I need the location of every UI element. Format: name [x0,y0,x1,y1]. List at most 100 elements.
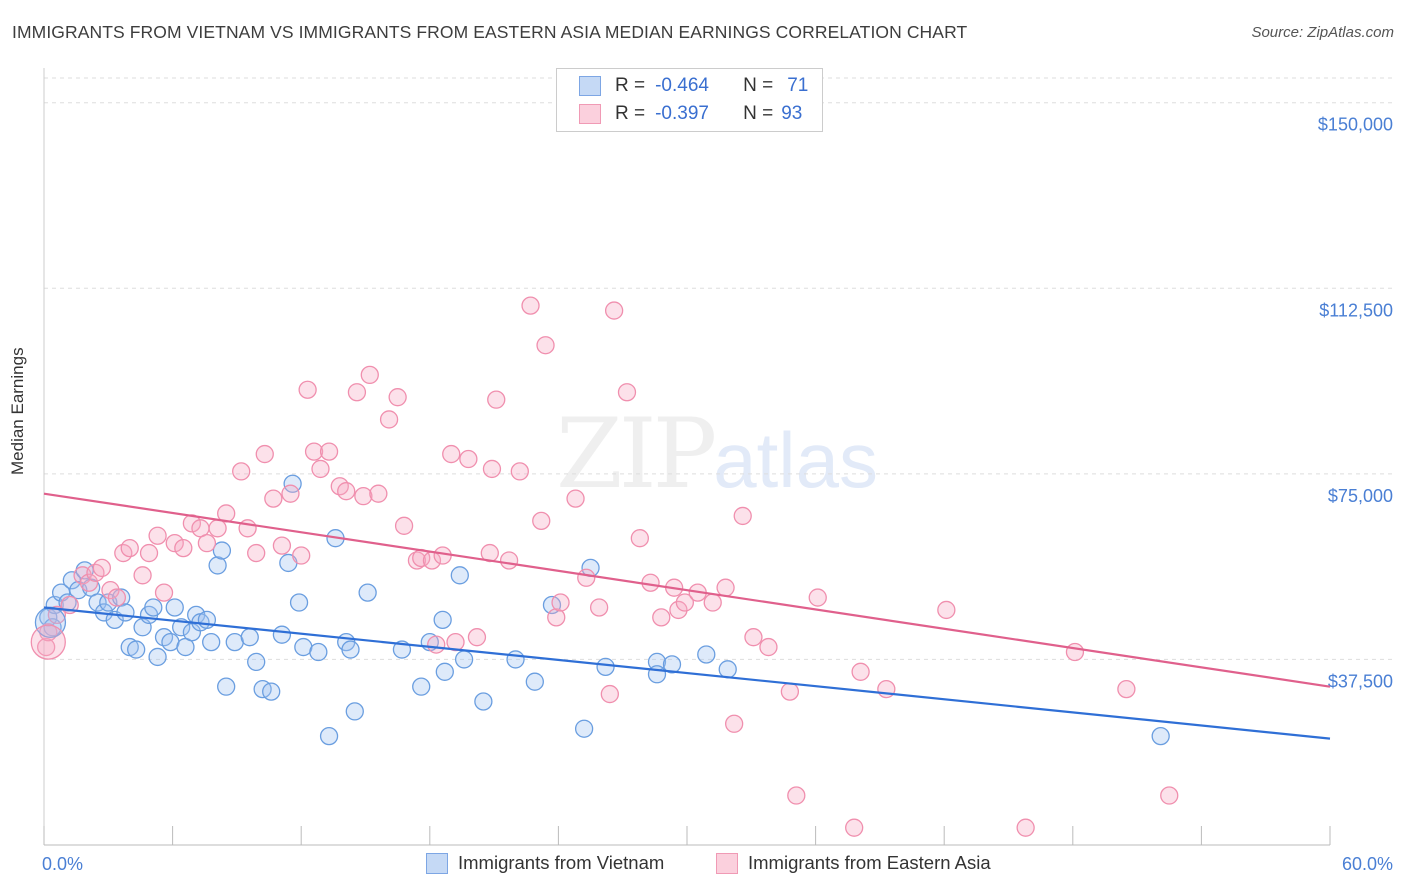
data-point-vietnam [172,618,191,637]
legend-swatch-vietnam [579,76,601,96]
trend-line-eastern-asia [43,492,1331,688]
data-point-eastern-asia [744,628,763,647]
data-point-eastern-asia [36,637,56,657]
chart-title: IMMIGRANTS FROM VIETNAM VS IMMIGRANTS FR… [12,22,968,42]
data-point-eastern-asia [281,484,300,503]
y-tick-label: $112,500 [1319,300,1393,320]
data-point-eastern-asia [442,444,461,464]
data-point-eastern-asia [459,449,478,469]
data-point-vietnam [116,603,135,622]
data-point-vietnam [165,598,184,617]
data-point-vietnam [88,593,107,612]
data-point-eastern-asia [759,637,778,657]
bottom-legend-eastern-asia: Immigrants from Eastern Asia [716,852,991,874]
legend-n-label: N = [743,103,774,124]
data-point-vietnam [148,647,167,667]
data-point-eastern-asia [319,442,339,461]
data-point-vietnam [127,640,146,659]
data-point-vietnam [202,632,221,652]
data-point-eastern-asia [165,533,184,553]
data-point-eastern-asia [467,628,487,647]
data-point-eastern-asia [30,624,66,660]
data-point-vietnam [345,702,364,721]
data-point-vietnam [217,677,236,696]
bottom-legend-swatch-vietnam [426,852,448,874]
data-point-eastern-asia [669,600,688,620]
data-point-eastern-asia [532,511,551,531]
data-point-vietnam [450,566,469,585]
legend-r-value-vietnam: -0.464 [655,75,709,96]
data-point-eastern-asia [360,365,379,385]
watermark-atlas: atlas [713,416,878,504]
data-point-vietnam [341,640,360,659]
data-point-vietnam [697,645,716,664]
data-point-vietnam [435,662,454,681]
legend-n-value-eastern-asia: 93 [781,103,803,124]
y-tick-label: $75,000 [1328,486,1393,506]
data-point-vietnam [144,598,163,617]
data-point-eastern-asia [247,543,266,563]
data-point-vietnam [662,655,682,674]
data-point-eastern-asia [521,296,540,315]
data-point-eastern-asia [354,486,373,506]
data-point-vietnam [262,682,281,701]
data-point-eastern-asia [311,459,330,479]
data-point-eastern-asia [433,546,452,565]
data-point-eastern-asia [1160,786,1179,805]
data-point-eastern-asia [577,568,596,587]
x-tick-label-max: 60.0% [1342,854,1393,874]
data-point-vietnam [319,726,339,746]
data-point-eastern-asia [148,526,167,545]
data-point-vietnam [433,610,452,629]
data-point-eastern-asia [600,684,619,704]
data-point-vietnam [596,657,615,677]
data-point-eastern-asia [547,608,566,627]
data-point-vietnam [574,719,594,738]
data-point-eastern-asia [733,506,752,526]
data-point-eastern-asia [1016,818,1035,837]
data-point-vietnam [272,625,292,644]
data-point-eastern-asia [154,583,174,602]
data-point-eastern-asia [703,593,722,612]
data-point-eastern-asia [394,516,414,535]
data-point-eastern-asia [174,538,193,558]
data-point-eastern-asia [446,632,465,652]
data-point-eastern-asia [298,380,317,399]
data-point-eastern-asia [79,573,99,592]
data-point-vietnam [58,593,77,612]
data-point-eastern-asia [652,608,671,627]
legend-row-vietnam: R = -0.464 N = 71 [579,73,808,99]
legend-r-label: R = [615,103,646,124]
data-point-vietnam [454,650,474,669]
source-label: Source: ZipAtlas.com [1251,24,1394,41]
data-point-vietnam [358,583,377,602]
data-point-eastern-asia [347,383,367,402]
data-point-vietnam [247,652,266,672]
stats-legend: R = -0.464 N = 71 R = -0.397 N = 93 [556,68,823,132]
data-point-vietnam [208,556,227,575]
bottom-legend-vietnam: Immigrants from Vietnam [426,852,664,874]
y-tick-label: $37,500 [1328,671,1393,691]
data-point-eastern-asia [379,410,399,429]
bottom-legend-label-vietnam: Immigrants from Vietnam [458,852,665,873]
data-point-eastern-asia [304,442,324,461]
legend-row-eastern-asia: R = -0.397 N = 93 [579,101,802,127]
data-point-vietnam [212,541,232,560]
legend-swatch-eastern-asia [579,104,601,124]
data-point-eastern-asia [617,383,637,402]
data-point-eastern-asia [482,459,502,479]
trend-line-vietnam [43,606,1331,740]
x-tick-label-min: 0.0% [42,854,83,874]
data-point-eastern-asia [499,551,519,570]
data-point-vietnam [1151,726,1170,746]
bottom-legend-label-eastern-asia: Immigrants from Eastern Asia [748,852,991,873]
data-point-eastern-asia [510,462,529,481]
data-point-eastern-asia [551,593,570,612]
data-point-eastern-asia [232,462,251,481]
data-point-eastern-asia [208,519,227,538]
data-point-eastern-asia [255,444,274,464]
data-point-vietnam [309,642,328,662]
data-point-eastern-asia [264,489,283,508]
data-point-eastern-asia [388,388,407,407]
